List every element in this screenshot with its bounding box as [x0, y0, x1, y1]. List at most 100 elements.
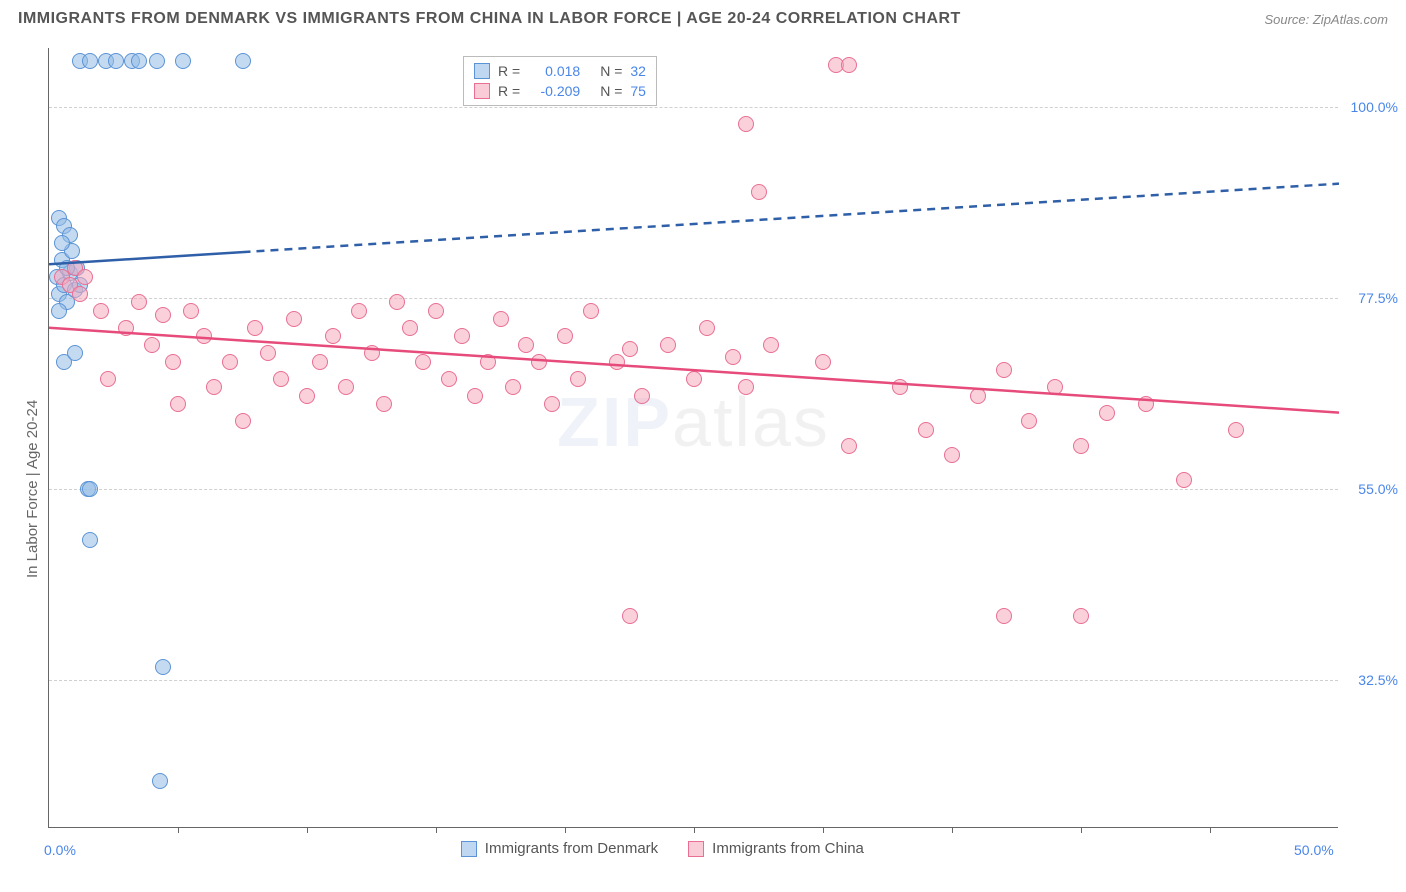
stat-R-value: -0.209	[528, 81, 580, 101]
data-point	[441, 371, 457, 387]
data-point	[815, 354, 831, 370]
y-tick-label: 77.5%	[1343, 290, 1398, 306]
x-tick	[307, 827, 308, 833]
data-point	[557, 328, 573, 344]
watermark: ZIPatlas	[557, 382, 830, 462]
data-point	[763, 337, 779, 353]
watermark-light: atlas	[672, 383, 830, 461]
data-point	[970, 388, 986, 404]
data-point	[82, 481, 98, 497]
data-point	[131, 53, 147, 69]
data-point	[155, 659, 171, 675]
data-point	[467, 388, 483, 404]
data-point	[493, 311, 509, 327]
x-axis-max-label: 50.0%	[1294, 842, 1334, 858]
watermark-bold: ZIP	[557, 383, 672, 461]
data-point	[299, 388, 315, 404]
series-name: Immigrants from Denmark	[485, 840, 658, 857]
data-point	[531, 354, 547, 370]
data-point	[570, 371, 586, 387]
plot-area: ZIPatlas 100.0%77.5%55.0%32.5%	[48, 48, 1338, 828]
data-point	[1047, 379, 1063, 395]
data-point	[1073, 438, 1089, 454]
correlation-legend: R =0.018N =32R =-0.209N =75	[463, 56, 657, 106]
data-point	[622, 608, 638, 624]
data-point	[544, 396, 560, 412]
x-tick	[952, 827, 953, 833]
data-point	[944, 447, 960, 463]
data-point	[751, 184, 767, 200]
data-point	[622, 341, 638, 357]
data-point	[351, 303, 367, 319]
data-point	[583, 303, 599, 319]
trend-overlay	[49, 48, 1339, 828]
stat-N-label: N =	[600, 61, 622, 81]
data-point	[738, 116, 754, 132]
trend-line-dashed	[243, 184, 1340, 252]
y-tick-label: 100.0%	[1343, 99, 1398, 115]
data-point	[996, 608, 1012, 624]
data-point	[222, 354, 238, 370]
x-axis-min-label: 0.0%	[44, 842, 76, 858]
data-point	[699, 320, 715, 336]
data-point	[918, 422, 934, 438]
series-legend-item: Immigrants from Denmark	[461, 840, 658, 857]
data-point	[725, 349, 741, 365]
data-point	[131, 294, 147, 310]
gridline	[49, 489, 1338, 490]
x-tick	[694, 827, 695, 833]
data-point	[260, 345, 276, 361]
data-point	[325, 328, 341, 344]
data-point	[338, 379, 354, 395]
data-point	[152, 773, 168, 789]
data-point	[1138, 396, 1154, 412]
stat-R-label: R =	[498, 61, 520, 81]
data-point	[100, 371, 116, 387]
data-point	[1073, 608, 1089, 624]
gridline	[49, 107, 1338, 108]
data-point	[376, 396, 392, 412]
data-point	[454, 328, 470, 344]
legend-row: R =-0.209N =75	[474, 81, 646, 101]
legend-swatch	[474, 63, 490, 79]
legend-swatch	[688, 841, 704, 857]
data-point	[235, 413, 251, 429]
series-legend-item: Immigrants from China	[688, 840, 864, 857]
data-point	[118, 320, 134, 336]
data-point	[247, 320, 263, 336]
data-point	[196, 328, 212, 344]
data-point	[1099, 405, 1115, 421]
series-name: Immigrants from China	[712, 840, 864, 857]
data-point	[235, 53, 251, 69]
title-bar: IMMIGRANTS FROM DENMARK VS IMMIGRANTS FR…	[0, 0, 1406, 34]
data-point	[841, 438, 857, 454]
series-legend: Immigrants from Denmark Immigrants from C…	[461, 840, 864, 857]
data-point	[1228, 422, 1244, 438]
data-point	[206, 379, 222, 395]
data-point	[93, 303, 109, 319]
data-point	[82, 532, 98, 548]
data-point	[165, 354, 181, 370]
stat-N-value: 32	[630, 61, 646, 81]
data-point	[364, 345, 380, 361]
legend-swatch	[461, 841, 477, 857]
x-tick	[436, 827, 437, 833]
y-axis-title: In Labor Force | Age 20-24	[24, 400, 41, 578]
gridline	[49, 680, 1338, 681]
data-point	[841, 57, 857, 73]
data-point	[1176, 472, 1192, 488]
data-point	[170, 396, 186, 412]
data-point	[996, 362, 1012, 378]
data-point	[634, 388, 650, 404]
data-point	[480, 354, 496, 370]
data-point	[609, 354, 625, 370]
data-point	[286, 311, 302, 327]
data-point	[54, 235, 70, 251]
source-label: Source: ZipAtlas.com	[1264, 12, 1388, 27]
gridline	[49, 298, 1338, 299]
legend-row: R =0.018N =32	[474, 61, 646, 81]
data-point	[67, 345, 83, 361]
data-point	[505, 379, 521, 395]
data-point	[82, 53, 98, 69]
data-point	[892, 379, 908, 395]
